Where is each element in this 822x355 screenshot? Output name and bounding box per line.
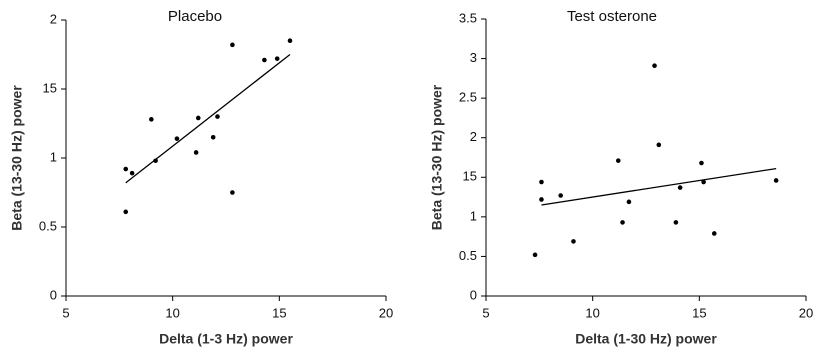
- y-tick-label: 0.5: [39, 218, 57, 233]
- y-tick-label: 0: [50, 287, 57, 302]
- point: [262, 57, 267, 63]
- y-tick-label: 2.5: [459, 90, 477, 105]
- point: [701, 179, 706, 185]
- point: [123, 166, 129, 172]
- point: [539, 179, 544, 185]
- y-tick-label: 2: [50, 11, 57, 26]
- y-tick-label: 0.5: [459, 248, 477, 263]
- point: [620, 220, 625, 225]
- y-tick-label: 2: [470, 129, 477, 144]
- point: [673, 220, 679, 225]
- x-tick-label: 5: [62, 305, 69, 320]
- point: [123, 209, 129, 215]
- y-tick-label: 3.5: [459, 10, 477, 25]
- point: [571, 239, 576, 244]
- point: [652, 63, 657, 68]
- point: [626, 199, 632, 205]
- point: [699, 160, 704, 166]
- y-tick-label: 15: [463, 169, 477, 184]
- point: [773, 178, 779, 183]
- y-axis-title: Beta (13-30 Hz) power: [9, 85, 25, 231]
- x-tick-label: 5: [482, 305, 489, 320]
- y-tick-label: 3: [470, 50, 477, 65]
- point: [193, 150, 199, 155]
- y-tick-label: 1: [50, 149, 57, 164]
- y-tick-label: 15: [43, 80, 57, 95]
- x-tick-label: 20: [379, 305, 393, 320]
- point: [677, 185, 683, 190]
- point: [195, 115, 201, 121]
- fit-line: [541, 167, 777, 206]
- point: [210, 135, 216, 140]
- y-tick-label: 0: [470, 287, 477, 302]
- fit-line: [125, 53, 291, 184]
- point: [174, 136, 180, 141]
- point: [532, 252, 538, 258]
- x-tick-label: 10: [165, 305, 179, 320]
- x-tick-label: 20: [799, 305, 813, 320]
- x-tick-label: 15: [692, 305, 706, 320]
- point: [230, 42, 235, 48]
- point: [287, 38, 293, 43]
- x-tick-label: 15: [272, 305, 286, 320]
- point: [129, 170, 135, 176]
- point: [615, 158, 621, 163]
- chart-title: Placebo: [168, 8, 222, 25]
- chart-title: Test osterone: [567, 8, 657, 25]
- y-tick-label: 1: [470, 208, 477, 223]
- point: [230, 190, 235, 195]
- point: [711, 231, 717, 236]
- x-axis-title: Delta (1-3 Hz) power: [159, 331, 293, 347]
- x-tick-label: 10: [585, 305, 599, 320]
- point: [149, 117, 154, 122]
- point: [215, 114, 220, 119]
- point: [539, 197, 544, 202]
- point: [558, 193, 563, 198]
- point: [274, 56, 280, 61]
- x-axis-title: Delta (1-30 Hz) power: [575, 331, 717, 347]
- y-axis-title: Beta (13-30 Hz) power: [429, 84, 445, 230]
- point: [656, 142, 662, 148]
